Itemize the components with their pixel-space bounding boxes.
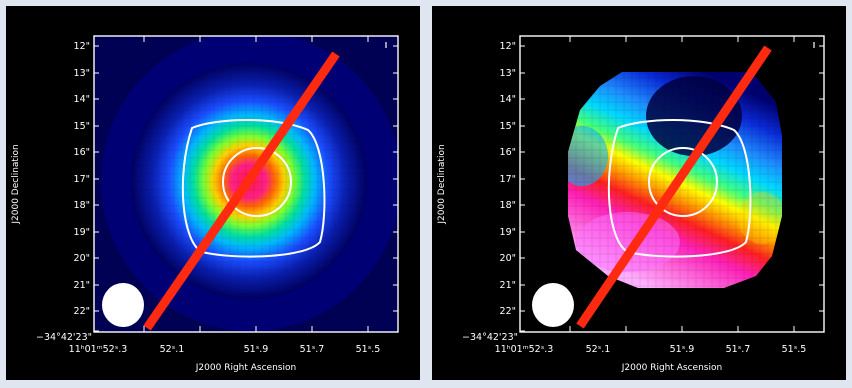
ra-tick-label: 52ˢ.1 bbox=[160, 344, 185, 355]
beam-ellipse bbox=[102, 283, 144, 327]
ra-tick-label: 51ˢ.7 bbox=[726, 344, 751, 355]
dec-tick-label: 12" bbox=[74, 41, 90, 52]
outer-contour bbox=[181, 119, 326, 258]
ra-tick-label: 51ˢ.9 bbox=[670, 344, 695, 355]
dec-tick-label: 21" bbox=[74, 280, 90, 291]
ra-tick-label: 51ˢ.5 bbox=[782, 344, 807, 355]
dec-tick-label: 15" bbox=[500, 121, 516, 132]
ra-tick-marks bbox=[143, 36, 369, 332]
intensity-panel: 12" 13" 14" 15" 16" 17" 18" 19" 20" 21" … bbox=[6, 6, 420, 380]
dec-tick-label: 19" bbox=[74, 227, 90, 238]
dec-tick-label: 21" bbox=[500, 280, 516, 291]
dec-tick-label: −34°42'23" bbox=[462, 332, 518, 343]
slit-line bbox=[143, 51, 340, 331]
dec-tick-label: 12" bbox=[500, 41, 516, 52]
plot-frame bbox=[93, 35, 399, 333]
plot-frame bbox=[519, 35, 825, 333]
dec-tick-label: 15" bbox=[74, 121, 90, 132]
dec-tick-marks bbox=[94, 45, 398, 332]
dec-tick-label: 20" bbox=[500, 253, 516, 264]
velocity-field bbox=[568, 72, 782, 288]
x-axis-title: J2000 Right Ascension bbox=[621, 363, 722, 373]
dec-tick-marks bbox=[520, 45, 824, 332]
dec-tick-label: 19" bbox=[500, 227, 516, 238]
ra-tick-label: 51ˢ.5 bbox=[356, 344, 381, 355]
dec-tick-label: 16" bbox=[500, 147, 516, 158]
dec-tick-label: 22" bbox=[500, 306, 516, 317]
inner-contour bbox=[648, 147, 718, 217]
outer-contour bbox=[607, 119, 752, 258]
dec-tick-label: 17" bbox=[74, 174, 90, 185]
velocity-plot: 12" 13" 14" 15" 16" 17" 18" 19" 20" 21" … bbox=[437, 35, 825, 373]
beam-ellipse bbox=[532, 283, 574, 327]
inner-contour bbox=[222, 147, 292, 217]
ra-tick-label: 11ʰ01ᵐ52ˢ.3 bbox=[495, 344, 554, 355]
slit-line bbox=[576, 45, 772, 329]
dec-tick-label: 14" bbox=[500, 94, 516, 105]
y-axis-title: J2000 Declination bbox=[437, 144, 447, 224]
ra-tick-label: 11ʰ01ᵐ52ˢ.3 bbox=[69, 344, 128, 355]
y-axis-title: J2000 Declination bbox=[11, 144, 21, 224]
dec-tick-label: 22" bbox=[74, 306, 90, 317]
dec-tick-label: −34°42'23" bbox=[36, 332, 92, 343]
dec-tick-label: 20" bbox=[74, 253, 90, 264]
dec-tick-label: 13" bbox=[500, 68, 516, 79]
dec-tick-label: 16" bbox=[74, 147, 90, 158]
ra-tick-label: 51ˢ.9 bbox=[244, 344, 269, 355]
dec-tick-label: 14" bbox=[74, 94, 90, 105]
dec-tick-label: 13" bbox=[74, 68, 90, 79]
velocity-panel: 12" 13" 14" 15" 16" 17" 18" 19" 20" 21" … bbox=[432, 6, 846, 380]
intensity-plot: 12" 13" 14" 15" 16" 17" 18" 19" 20" 21" … bbox=[11, 35, 399, 373]
ra-tick-label: 51ˢ.7 bbox=[300, 344, 325, 355]
ra-tick-label: 52ˢ.1 bbox=[586, 344, 611, 355]
ra-tick-marks bbox=[569, 36, 795, 332]
x-axis-title: J2000 Right Ascension bbox=[195, 363, 296, 373]
dec-tick-label: 18" bbox=[74, 200, 90, 211]
dec-tick-label: 18" bbox=[500, 200, 516, 211]
dec-tick-label: 17" bbox=[500, 174, 516, 185]
